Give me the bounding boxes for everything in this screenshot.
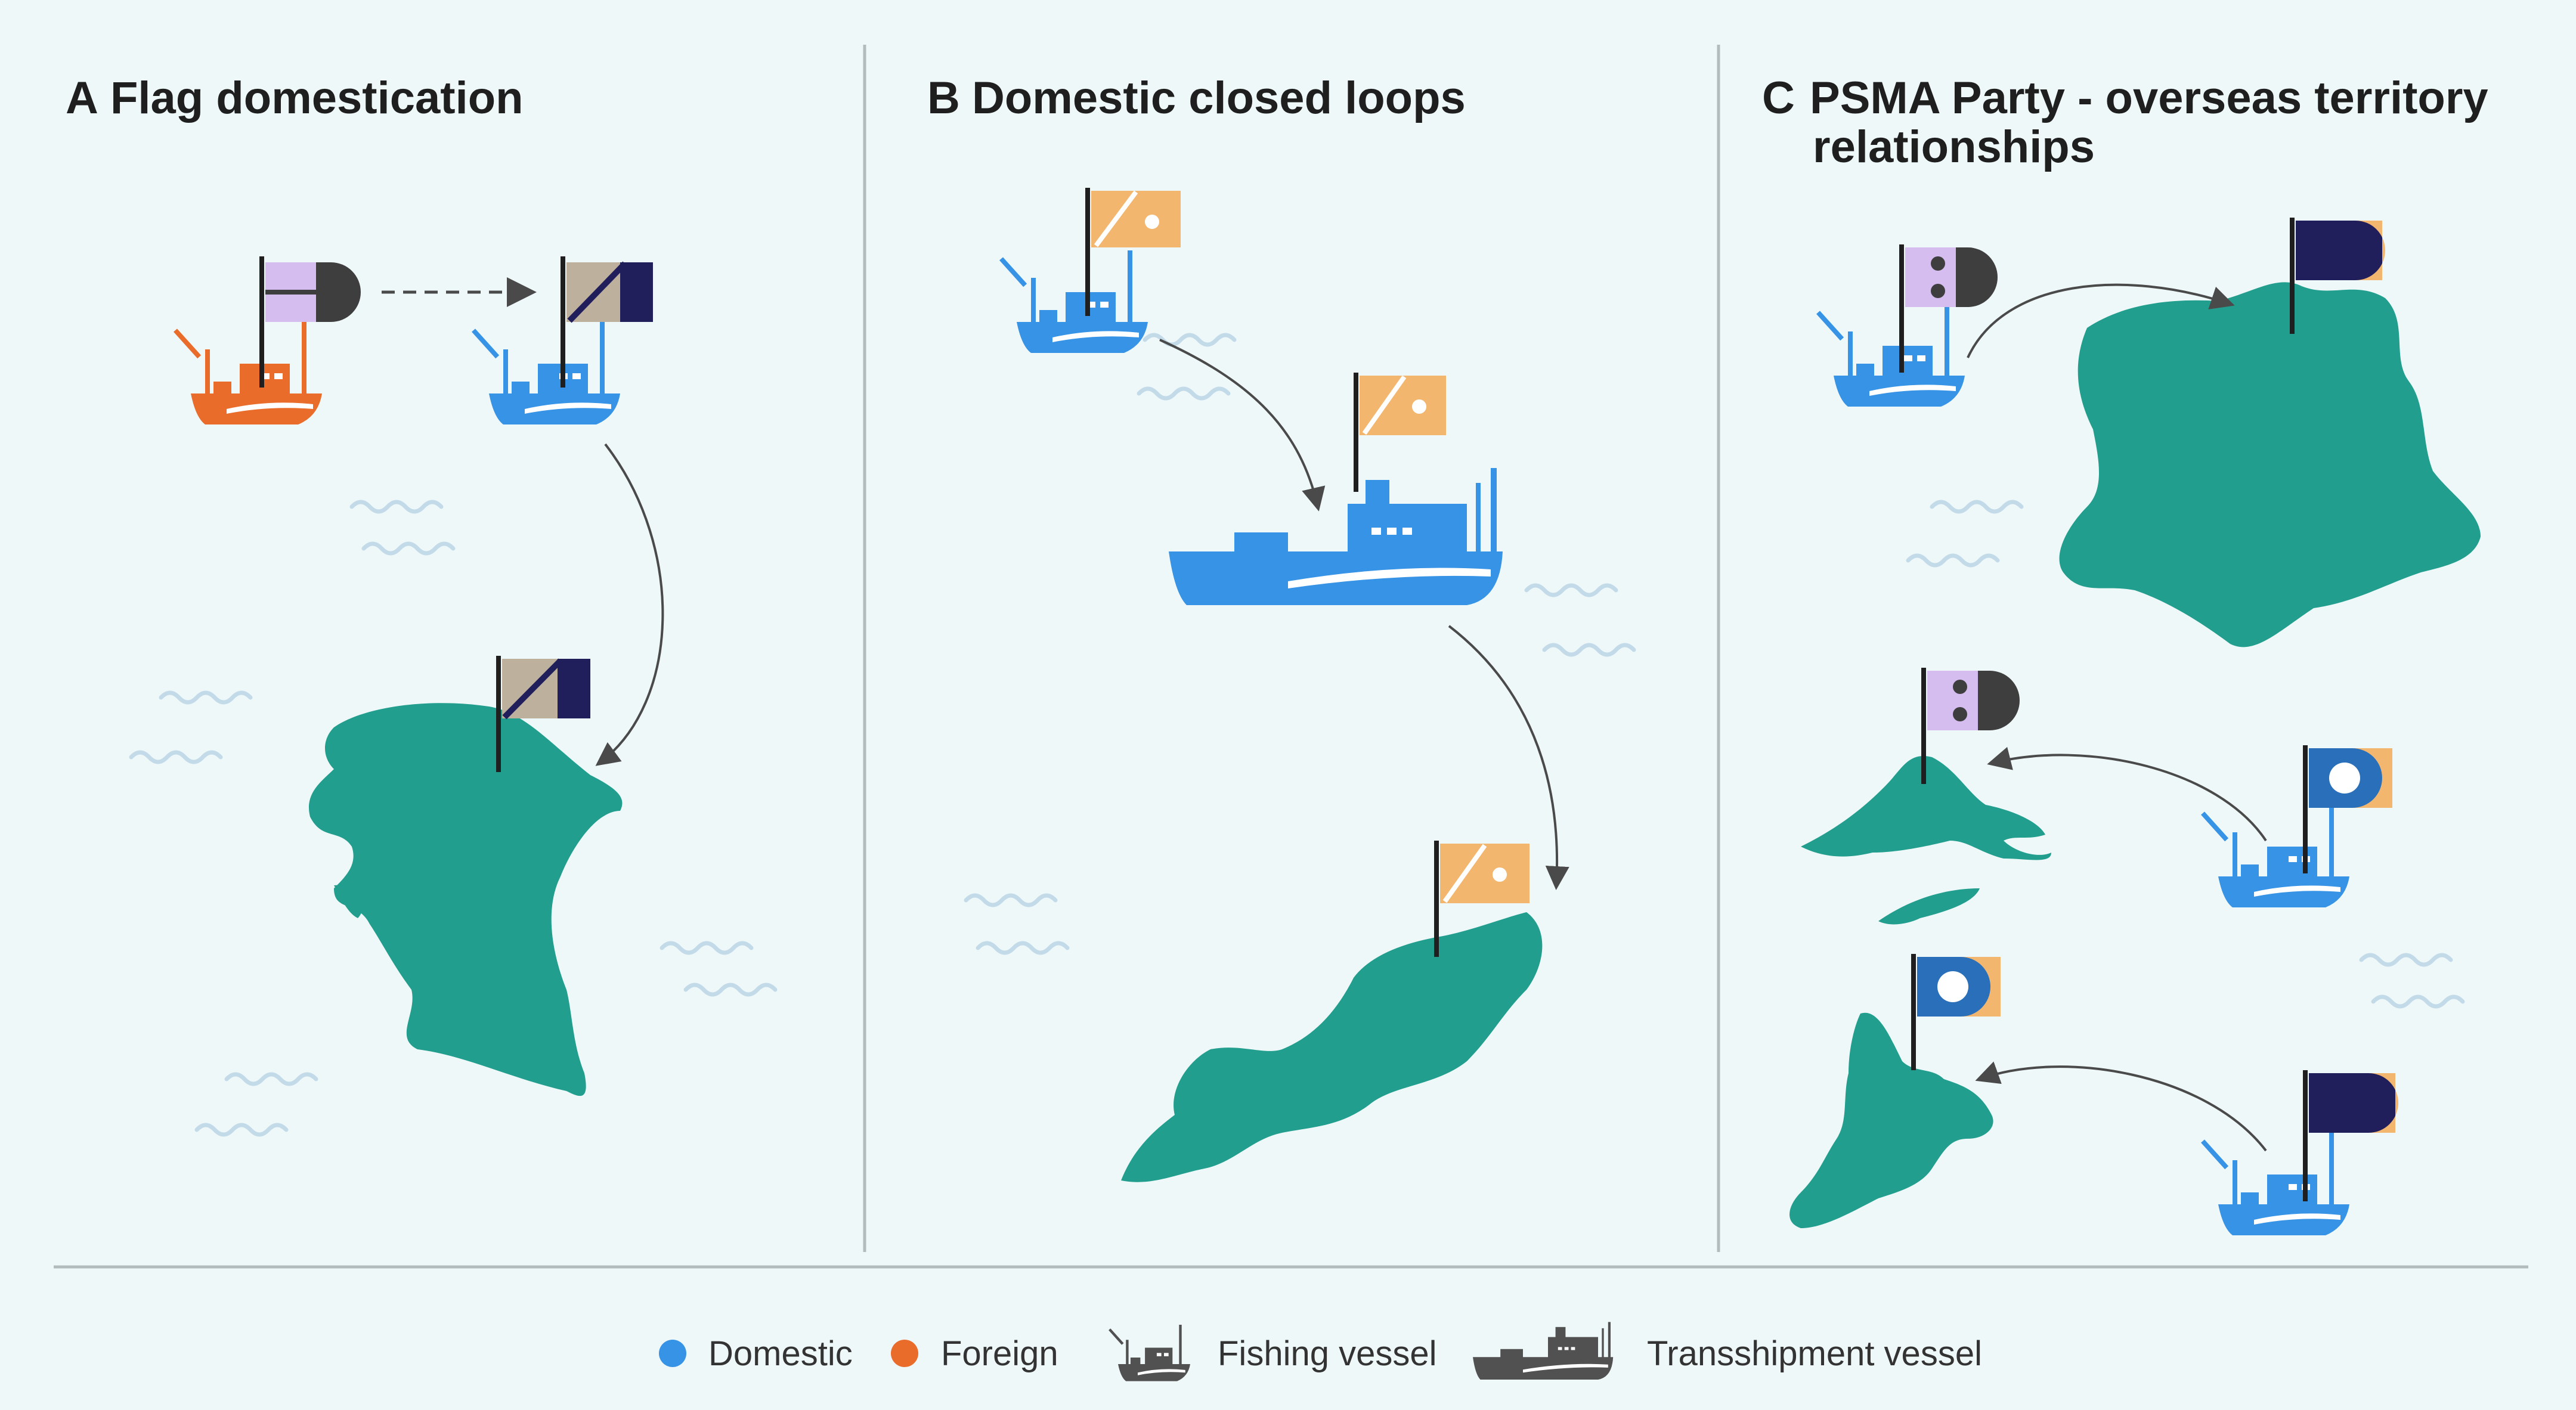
panel-c-territory-island-3: [1789, 1012, 1993, 1228]
panel-c-territory-island-2: [1801, 756, 2051, 860]
panel-c-title-line2: relationships: [1813, 122, 2095, 172]
panel-a-foreign-flag: [259, 256, 361, 388]
panel-b-vessel-flag: [1085, 188, 1181, 316]
panel-b: [999, 188, 1569, 1182]
panel-a-title: Flag domestication: [110, 73, 524, 123]
panel-c-vessel-1-flag: [1899, 244, 1998, 373]
panel-c-letter: C: [1762, 73, 1795, 123]
panel-b-island: [1121, 912, 1543, 1182]
panel-c-arrow-2: [1987, 746, 2267, 842]
panel-dividers: [54, 45, 2528, 1269]
panel-b-arrow-2: [1448, 625, 1569, 890]
panel-a-domestic-flag: [561, 256, 653, 388]
panel-b-arrow-1: [1159, 339, 1326, 512]
panel-c-title: PSMA Party - overseas territory: [1810, 73, 2488, 123]
panel-c-territory-island-1: [2059, 282, 2481, 647]
legend: Domestic Foreign Fishing vessel Transshi…: [659, 1322, 1982, 1381]
legend-foreign-label: Foreign: [941, 1334, 1058, 1373]
panel-a-letter: A: [66, 73, 98, 123]
panel-a: [174, 256, 664, 1096]
panel-b-ship-flag: [1354, 373, 1446, 492]
panel-c-arrow-3: [1975, 1061, 2267, 1152]
panel-c-arrow-1: [1967, 283, 2235, 358]
panel-b-letter: B: [927, 73, 960, 123]
panel-c: [1789, 218, 2481, 1235]
legend-transshipment-vessel-label: Transshipment vessel: [1647, 1334, 1982, 1373]
panel-c-island-1-flag: [2290, 218, 2385, 334]
panel-c-vessel-2-flag: [2303, 745, 2392, 873]
panel-c-vessel-3-flag: [2303, 1070, 2398, 1201]
panel-a-island-flag: [496, 656, 590, 772]
legend-foreign-swatch: [891, 1340, 918, 1367]
panel-c-island-3-flag: [1911, 954, 2001, 1070]
panel-b-island-flag: [1434, 841, 1530, 957]
panel-b-title: Domestic closed loops: [972, 73, 1466, 123]
panel-a-landing-arrow: [595, 443, 664, 766]
panel-a-island: [309, 703, 623, 1096]
legend-domestic-swatch: [659, 1340, 686, 1367]
legend-domestic-label: Domestic: [708, 1334, 853, 1373]
panel-c-island-2-flag: [1921, 668, 2020, 784]
legend-fishing-vessel-label: Fishing vessel: [1218, 1334, 1436, 1373]
